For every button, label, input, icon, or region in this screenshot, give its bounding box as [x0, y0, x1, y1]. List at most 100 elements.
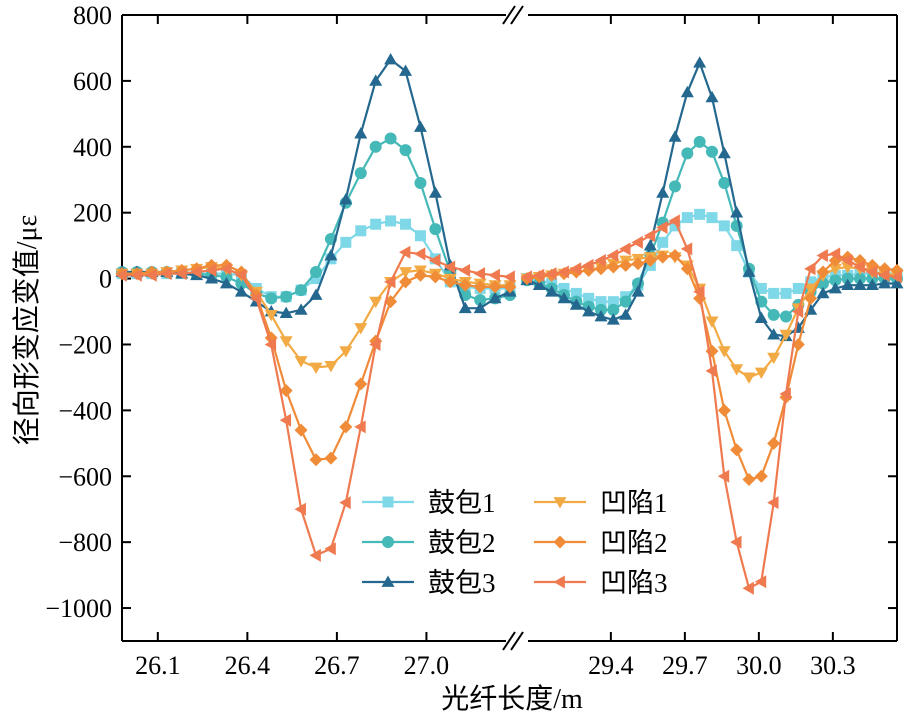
data-point [595, 296, 607, 308]
data-point [754, 469, 768, 483]
data-point [310, 265, 322, 278]
data-point [413, 247, 426, 261]
data-point [219, 277, 233, 289]
axes: 800 600 400 200 0 −200 −400 −600 −800 −1000 26.1 26… [45, 1, 898, 680]
data-point [681, 147, 694, 160]
y-axis-label: 径向形变应变值/με [11, 215, 43, 446]
axis-break-top-1 [510, 5, 524, 25]
data-point [324, 542, 336, 556]
data-point [354, 167, 367, 180]
data-point [668, 130, 682, 142]
x-tick-label: 26.7 [314, 651, 360, 680]
legend-label: 鼓包3 [428, 568, 496, 598]
data-point [369, 140, 382, 153]
data-point [557, 291, 571, 304]
data-point [594, 309, 608, 322]
data-point [545, 285, 559, 297]
data-point [582, 305, 596, 317]
data-point [619, 258, 633, 272]
series-line [526, 140, 897, 318]
axis-break-top-0 [502, 5, 516, 25]
data-point [339, 496, 351, 510]
legend-label: 鼓包2 [428, 528, 496, 558]
data-point [680, 242, 693, 256]
data-point [657, 236, 669, 248]
x-tick-label: 29.7 [662, 651, 708, 680]
data-point [780, 287, 792, 299]
data-point [693, 135, 706, 148]
data-point [458, 263, 471, 277]
axis-break-bottom-0 [502, 631, 516, 651]
x-tick-label: 26.4 [225, 651, 271, 680]
data-point [219, 262, 232, 276]
data-point [583, 292, 595, 304]
data-point [414, 230, 426, 242]
data-point [249, 291, 262, 305]
data-point [619, 308, 633, 320]
data-point [717, 469, 730, 483]
data-point [488, 291, 502, 304]
y-tick-label: −200 [58, 330, 112, 359]
data-point [234, 285, 248, 297]
legend-item-3: 鼓包3 [362, 568, 496, 598]
data-point [340, 236, 352, 248]
data-point [309, 288, 323, 300]
data-point [532, 278, 546, 291]
data-point [680, 262, 694, 276]
data-point [706, 145, 718, 158]
data-point [669, 180, 681, 193]
data-point [400, 218, 412, 230]
data-point [805, 276, 817, 288]
x-tick-label: 30.0 [736, 651, 782, 680]
data-point [829, 274, 842, 287]
data-point [865, 278, 879, 291]
data-point [399, 64, 413, 76]
data-point [828, 247, 841, 261]
data-point [718, 177, 731, 190]
data-point [473, 267, 486, 281]
legend-label: 凹陷2 [600, 528, 668, 558]
data-point [473, 280, 487, 294]
data-point [279, 336, 293, 348]
series-line [526, 254, 898, 379]
legend-label: 凹陷3 [600, 568, 668, 598]
series-6 [115, 214, 902, 595]
data-point [309, 548, 321, 562]
data-point [853, 278, 867, 291]
legend-label: 凹陷1 [600, 488, 668, 518]
y-tick-label: 200 [73, 199, 112, 228]
data-point [458, 278, 472, 292]
data-point [841, 272, 854, 285]
data-point [669, 220, 681, 232]
data-point [190, 265, 202, 279]
data-point [606, 260, 620, 274]
data-point [668, 214, 680, 228]
data-point [755, 282, 767, 294]
data-point [681, 212, 693, 224]
legend-item-6: 凹陷3 [534, 568, 668, 598]
data-point [557, 265, 569, 279]
data-point [631, 257, 645, 271]
data-point [792, 282, 804, 294]
data-point [780, 310, 792, 323]
data-point [595, 303, 607, 316]
legend-marker [553, 535, 567, 549]
data-point [730, 206, 744, 218]
data-point [399, 144, 412, 157]
data-point [309, 453, 323, 467]
data-point [429, 223, 442, 236]
data-point [399, 275, 413, 289]
data-point [816, 286, 830, 299]
data-point [488, 280, 502, 294]
data-point [791, 337, 805, 351]
legend-marker [553, 575, 565, 589]
data-point [175, 267, 187, 281]
y-tick-label: −600 [58, 462, 112, 491]
data-point [310, 273, 322, 285]
data-point [779, 387, 791, 401]
data-point [643, 253, 657, 267]
data-point [791, 305, 804, 319]
legend-item-2: 鼓包2 [362, 528, 496, 558]
data-point [754, 311, 768, 323]
x-tick-label: 26.1 [135, 651, 181, 680]
